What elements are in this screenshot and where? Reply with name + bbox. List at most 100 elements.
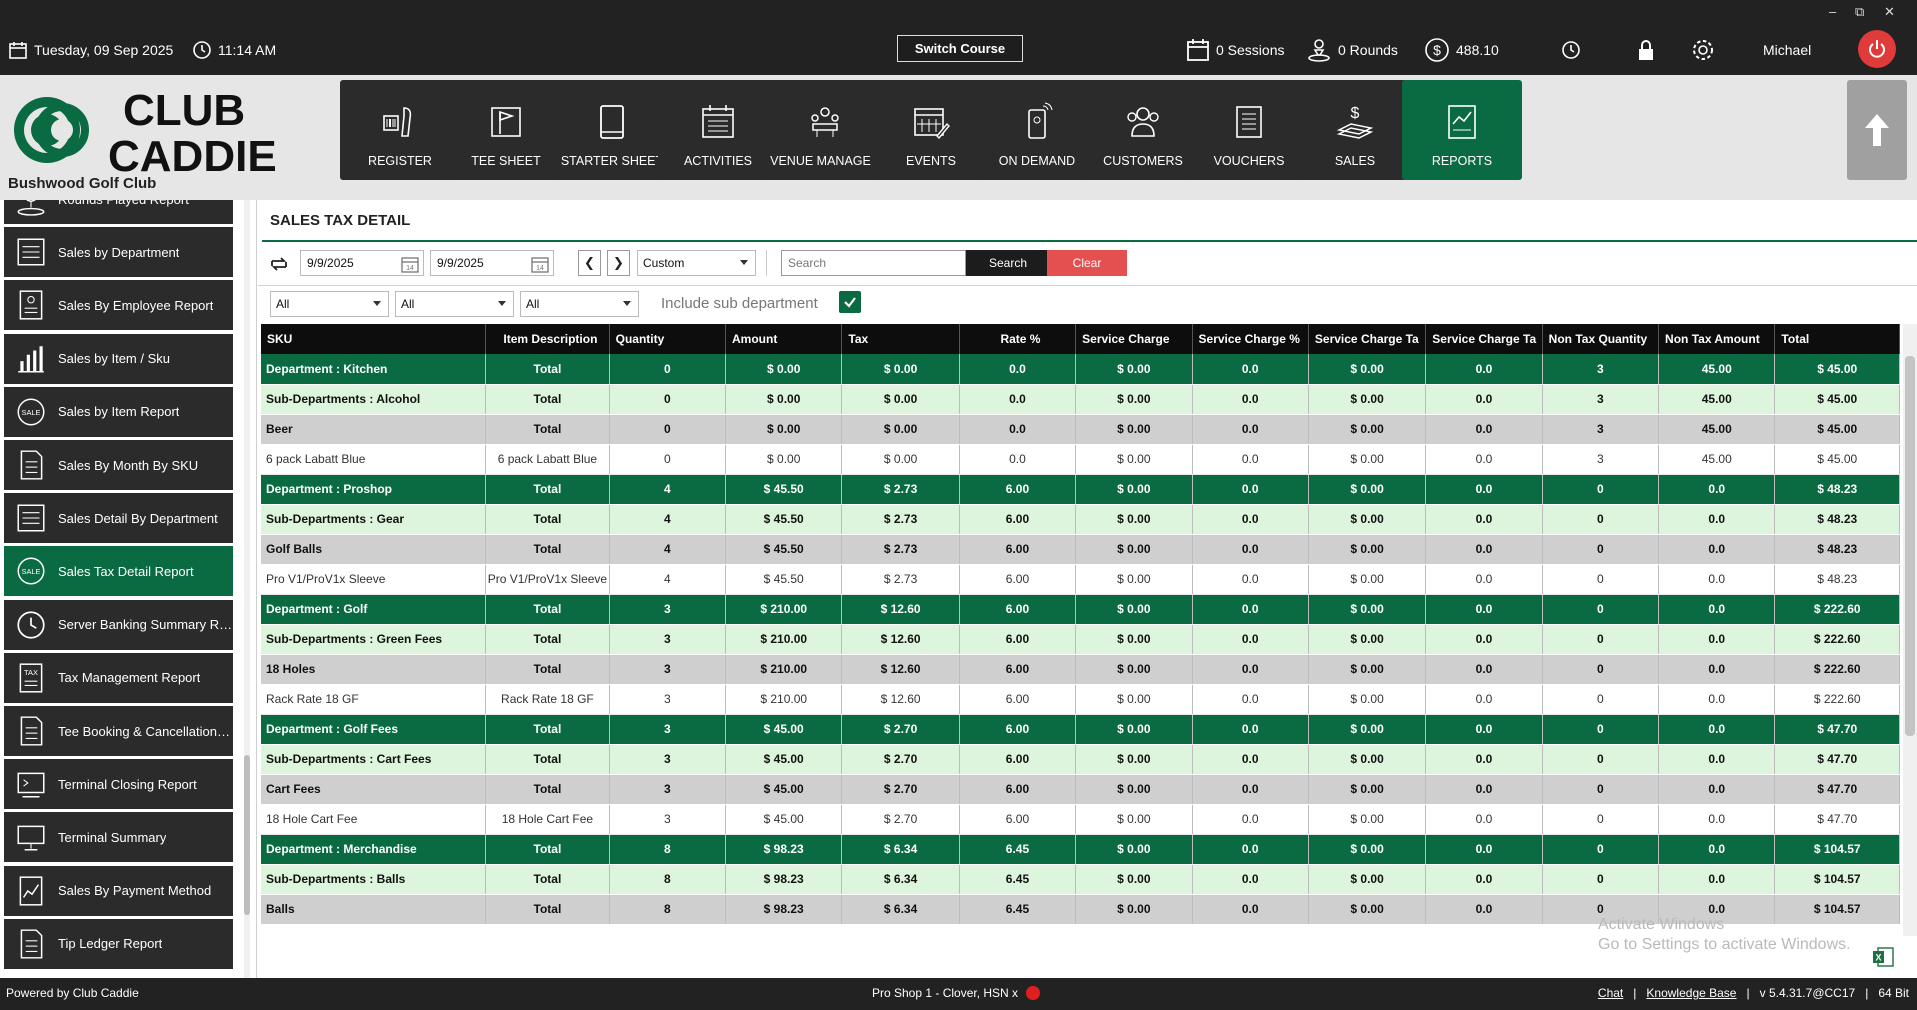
sidebar-item-tip-ledger-report[interactable]: Tip Ledger Report <box>4 918 233 969</box>
table-row[interactable]: Golf Balls Total 4 $ 45.50 $ 2.73 6.00 $ 0.00 0… <box>261 534 1900 565</box>
table-row[interactable]: Beer Total 0 $ 0.00 $ 0.00 0.0 $ 0.00 0.0 $ 0.00… <box>261 414 1900 445</box>
sessions-display[interactable]: 0 Sessions <box>1186 38 1284 62</box>
table-cell: $ 0.00 <box>1075 654 1193 685</box>
nav-vouchers-button[interactable]: VOUCHERS <box>1189 80 1309 180</box>
search-input[interactable]: Search <box>781 250 966 276</box>
chat-link[interactable]: Chat <box>1597 986 1624 1000</box>
department-select[interactable]: All <box>270 291 389 317</box>
sidebar-item-sales-tax-detail-report[interactable]: SALE Sales Tax Detail Report <box>4 546 233 597</box>
table-row[interactable]: 18 Holes Total 3 $ 210.00 $ 12.60 6.00 $ 0.00 0… <box>261 654 1900 685</box>
sidebar-item-sales-by-item-report[interactable]: SALE Sales by Item Report <box>4 386 233 437</box>
window-close-icon[interactable]: ✕ <box>1884 4 1895 19</box>
sidebar-item-sales-by-month-by-sku[interactable]: Sales By Month By SKU <box>4 440 233 490</box>
column-header[interactable]: Tax <box>841 324 960 354</box>
nav-starter-sheet-button[interactable]: STARTER SHEET <box>552 80 672 180</box>
nav-reports-button[interactable]: REPORTS <box>1402 80 1522 180</box>
sidebar-item-sales-detail-by-department[interactable]: Sales Detail By Department <box>4 493 233 544</box>
nav-label: VOUCHERS <box>1213 154 1285 168</box>
refresh-icon[interactable] <box>268 253 290 275</box>
calendar-picker-icon[interactable]: 14 <box>531 255 549 273</box>
search-button[interactable]: Search <box>966 250 1050 276</box>
sidebar-item-sales-by-payment-method[interactable]: Sales By Payment Method <box>4 865 233 916</box>
knowledge-base-link[interactable]: Knowledge Base <box>1646 986 1737 1000</box>
table-row[interactable]: Pro V1/ProV1x Sleeve Pro V1/ProV1x Sleeve… <box>261 564 1900 595</box>
category-select[interactable]: All <box>520 291 639 317</box>
restore-icon[interactable]: ⧉ <box>1855 4 1865 19</box>
sidebar-item-rounds-played-report[interactable]: Rounds Played Report <box>4 200 233 224</box>
logout-button[interactable] <box>1858 30 1896 68</box>
table-scrollbar[interactable] <box>1903 324 1917 936</box>
table-row[interactable]: 18 Hole Cart Fee 18 Hole Cart Fee 3 $ 45.00… <box>261 804 1900 835</box>
table-row[interactable]: Sub-Departments : Alcohol Total 0 $ 0.00 $ 0… <box>261 384 1900 415</box>
table-row[interactable]: Sub-Departments : Cart Fees Total 3 $ 45.00… <box>261 744 1900 775</box>
terminal-status[interactable]: Pro Shop 1 - Clover, HSN x <box>872 986 1041 1000</box>
table-cell: 0.0 <box>1658 594 1776 625</box>
nav-venue-manager-button[interactable]: VENUE MANAGER <box>765 80 885 180</box>
calendar-picker-icon[interactable]: 14 <box>401 255 419 273</box>
sidebar-item-tax-management-report[interactable]: TAX Tax Management Report <box>4 652 233 703</box>
nav-activities-button[interactable]: ACTIVITIES <box>658 80 778 180</box>
include-sub-department-checkbox[interactable] <box>839 291 861 313</box>
table-row[interactable]: Balls Total 8 $ 98.23 $ 6.34 6.45 $ 0.00 0.0 $ 0… <box>261 894 1900 925</box>
table-row[interactable]: 6 pack Labatt Blue 6 pack Labatt Blue 0 $ 0… <box>261 444 1900 475</box>
column-header[interactable]: Non Tax Amount <box>1658 324 1776 354</box>
sidebar-scrollbar[interactable] <box>244 200 250 978</box>
switch-course-button[interactable]: Switch Course <box>897 35 1023 62</box>
history-button[interactable] <box>1560 38 1582 62</box>
sidebar-item-server-banking-summary-rep[interactable]: Server Banking Summary Rep... <box>4 599 233 650</box>
column-header[interactable]: Item Description <box>485 324 610 354</box>
sidebar-item-sales-by-department[interactable]: Sales by Department <box>4 227 233 278</box>
table-row[interactable]: Sub-Departments : Balls Total 8 $ 98.23 $ 6.… <box>261 864 1900 895</box>
sidebar-item-terminal-closing-report[interactable]: Terminal Closing Report <box>4 759 233 810</box>
clear-button[interactable]: Clear <box>1047 250 1127 276</box>
minimize-icon[interactable]: – <box>1829 4 1837 19</box>
table-row[interactable]: Department : Golf Total 3 $ 210.00 $ 12.60 6.… <box>261 594 1900 625</box>
date-range-select[interactable]: Custom <box>637 250 756 276</box>
column-header[interactable]: Quantity <box>609 324 727 354</box>
nav-on-demand-button[interactable]: ON DEMAND <box>977 80 1097 180</box>
column-header[interactable]: SKU <box>261 324 487 354</box>
sidebar-item-sales-by-item-sku[interactable]: Sales by Item / Sku <box>4 333 233 384</box>
settings-button[interactable] <box>1690 38 1716 62</box>
sidebar-item-tee-booking-cancellation-r[interactable]: Tee Booking & Cancellation R... <box>4 706 233 756</box>
table-row[interactable]: Department : Kitchen Total 0 $ 0.00 $ 0.00 0.… <box>261 354 1900 385</box>
sidebar-scroll-thumb[interactable] <box>244 755 250 915</box>
table-row[interactable]: Department : Proshop Total 4 $ 45.50 $ 2.73 6… <box>261 474 1900 505</box>
sidebar-item-sales-by-employee-report[interactable]: Sales By Employee Report <box>4 280 233 331</box>
table-row[interactable]: Department : Golf Fees Total 3 $ 45.00 $ 2.7… <box>261 714 1900 745</box>
table-cell: $ 0.00 <box>1308 384 1427 415</box>
scroll-top-button[interactable] <box>1847 80 1907 180</box>
date-to-input[interactable]: 9/9/2025 14 <box>430 250 554 276</box>
previous-date-button[interactable]: ❮ <box>578 250 601 276</box>
sub-department-select[interactable]: All <box>395 291 514 317</box>
column-header[interactable]: Service Charge <box>1075 324 1193 354</box>
user-name[interactable]: Michael <box>1763 38 1811 62</box>
balance-display[interactable]: $ 488.10 <box>1424 38 1499 62</box>
table-cell: $ 210.00 <box>725 684 843 715</box>
nav-tee-sheet-button[interactable]: TEE SHEET <box>446 80 566 180</box>
column-header[interactable]: Amount <box>725 324 843 354</box>
nav-register-button[interactable]: REGISTER <box>340 80 460 180</box>
column-header[interactable]: Service Charge Ta <box>1308 324 1427 354</box>
table-cell: Sub-Departments : Gear <box>261 504 487 535</box>
table-row[interactable]: Cart Fees Total 3 $ 45.00 $ 2.70 6.00 $ 0.00 0.… <box>261 774 1900 805</box>
sidebar-item-terminal-summary[interactable]: Terminal Summary <box>4 812 233 863</box>
nav-events-button[interactable]: EVENTS <box>871 80 991 180</box>
nav-customers-button[interactable]: CUSTOMERS <box>1083 80 1203 180</box>
date-from-input[interactable]: 9/9/2025 14 <box>300 250 424 276</box>
next-date-button[interactable]: ❯ <box>607 250 630 276</box>
column-header[interactable]: Non Tax Quantity <box>1542 324 1660 354</box>
table-row[interactable]: Sub-Departments : Gear Total 4 $ 45.50 $ 2.7… <box>261 504 1900 535</box>
rounds-display[interactable]: 0 Rounds <box>1306 38 1398 62</box>
column-header[interactable]: Service Charge Ta <box>1425 324 1543 354</box>
column-header[interactable]: Rate % <box>959 324 1077 354</box>
table-row[interactable]: Sub-Departments : Green Fees Total 3 $ 210.… <box>261 624 1900 655</box>
table-row[interactable]: Rack Rate 18 GF Rack Rate 18 GF 3 $ 210.00 $… <box>261 684 1900 715</box>
lock-button[interactable] <box>1636 38 1656 62</box>
column-header[interactable]: Total <box>1774 324 1900 354</box>
table-row[interactable]: Department : Merchandise Total 8 $ 98.23 $ 6… <box>261 834 1900 865</box>
nav-sales-button[interactable]: $ SALES <box>1295 80 1415 180</box>
excel-export-icon[interactable]: X <box>1872 946 1894 968</box>
column-header[interactable]: Service Charge % <box>1192 324 1309 354</box>
table-scroll-thumb[interactable] <box>1905 356 1915 736</box>
